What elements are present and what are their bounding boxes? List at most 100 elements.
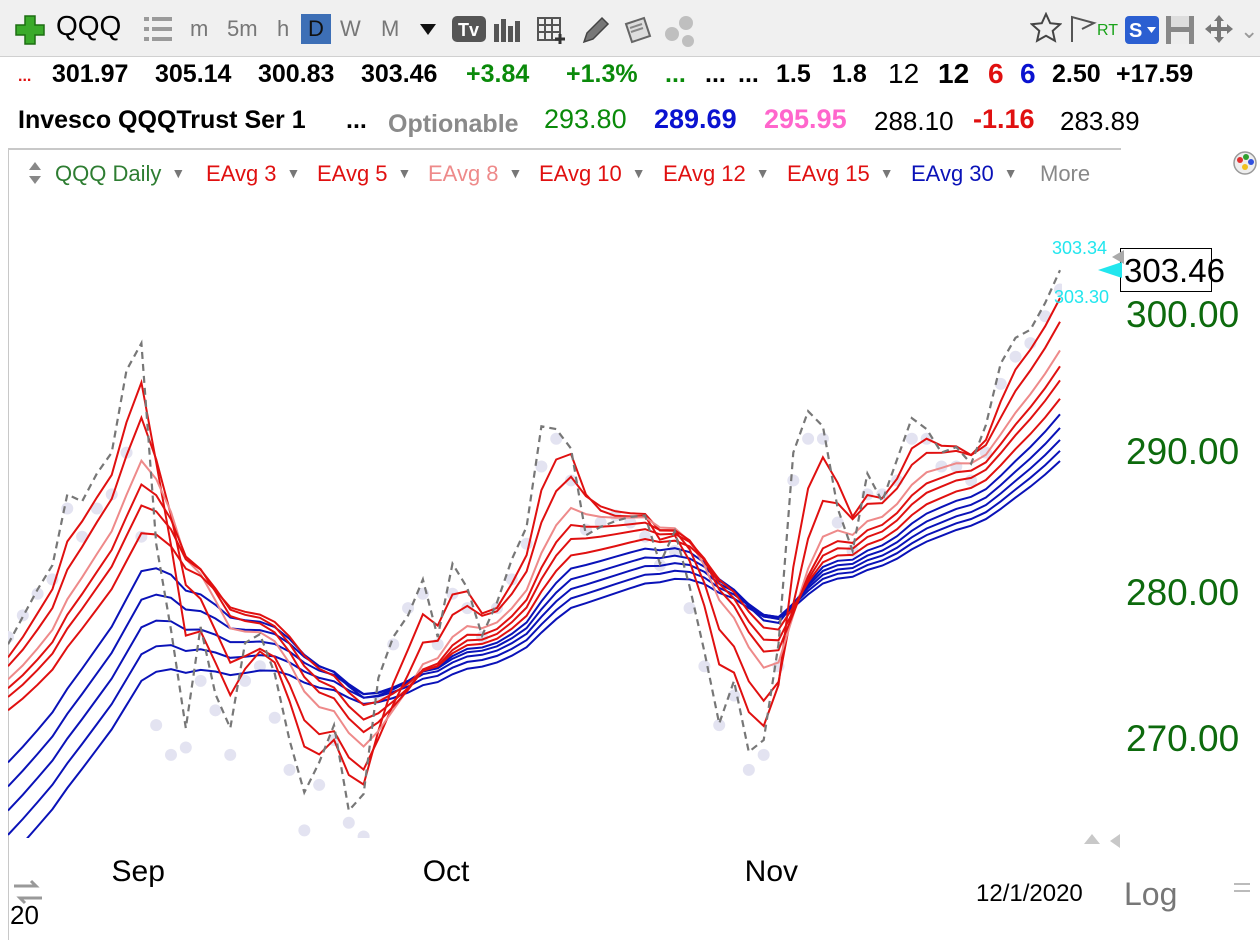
plus-icon[interactable] (14, 14, 46, 46)
symbol-input[interactable]: QQQ (56, 10, 122, 41)
legend-eavg-12[interactable]: EAvg 12 ▼ (663, 161, 770, 186)
y-tick-label: 290.00 (1126, 430, 1240, 472)
optionable-label: Optionable (388, 110, 519, 138)
volume-dot (209, 704, 222, 717)
notes-icon[interactable] (622, 14, 654, 46)
scroll-arrows-icon[interactable] (1084, 832, 1124, 850)
color-wheel-icon[interactable] (1232, 150, 1258, 176)
volume-dot (8, 631, 14, 644)
interval-m[interactable]: m (190, 16, 209, 41)
quote-value-4: 12 (938, 58, 970, 89)
compare-arrows-icon[interactable] (12, 878, 44, 906)
dropdown-icon[interactable] (420, 24, 436, 36)
legend-eavg-5[interactable]: EAvg 5 ▼ (317, 161, 412, 186)
star-icon[interactable] (1030, 12, 1062, 44)
s-icon[interactable]: S (1125, 16, 1159, 44)
volume-dot (994, 377, 1007, 390)
volume-dot (683, 602, 696, 615)
volume-dot (253, 660, 266, 673)
quote-value-8: +17.59 (1116, 60, 1194, 88)
quote-value-2: 1.8 (832, 60, 867, 88)
tv-icon[interactable]: Tv (452, 16, 486, 42)
interval-h[interactable]: h (277, 16, 290, 41)
volume-dot (787, 474, 800, 487)
legend-eavg-30[interactable]: EAvg 30 ▼ (911, 161, 1018, 186)
dots-icon[interactable] (664, 14, 704, 48)
volume-dot (164, 748, 177, 761)
interval-d[interactable]: D (301, 14, 331, 44)
updown-arrows-icon[interactable] (28, 162, 42, 184)
rt-label[interactable]: RT (1097, 22, 1119, 39)
svg-text:Tv: Tv (458, 20, 479, 40)
volume-dot (757, 748, 770, 761)
volume-dot (742, 763, 755, 776)
price-line-layer (8, 269, 1062, 814)
save-icon[interactable] (1164, 14, 1196, 46)
more-toolbar-icon[interactable]: ⌄ (1240, 18, 1259, 43)
volume-dot (550, 432, 563, 445)
volume-dot (802, 432, 815, 445)
volume-dot (387, 638, 400, 651)
volume-dot (905, 432, 918, 445)
legend-eavg-3[interactable]: EAvg 3 ▼ (206, 161, 301, 186)
legend-eavg-10[interactable]: EAvg 10 ▼ (539, 161, 646, 186)
move-icon[interactable] (1204, 14, 1234, 44)
x-tick-label: Nov (744, 855, 799, 888)
series-line-eavg-18 (8, 413, 1061, 764)
volume-dot (594, 516, 607, 529)
volume-dot (268, 711, 281, 724)
volume-dot (150, 719, 163, 732)
legend-eavg-8[interactable]: EAvg 8 ▼ (428, 161, 523, 186)
legend-eavg-15[interactable]: EAvg 15 ▼ (787, 161, 894, 186)
volume-dot (76, 530, 89, 543)
volume-dot (402, 602, 415, 615)
last-price-box (1120, 248, 1212, 292)
list-icon[interactable] (144, 16, 174, 42)
interval-m-monthly[interactable]: M (381, 16, 400, 41)
volume-dot (179, 741, 192, 754)
quote-value-5: 6 (988, 58, 1004, 89)
volume-dot (194, 674, 207, 687)
volume-dot (461, 602, 474, 615)
volume-dot (565, 474, 578, 487)
price-tag-2: 303.30 (1054, 287, 1110, 307)
grid-add-icon[interactable] (536, 14, 568, 46)
pencil-icon[interactable] (580, 14, 610, 46)
quote-dots-2: ... (705, 60, 726, 88)
bar-chart-icon[interactable] (493, 16, 523, 42)
volume-dot (298, 824, 311, 837)
log-toggle[interactable]: Log (1124, 876, 1178, 912)
change-percent: +1.3% (566, 60, 638, 88)
scroll-up-icon[interactable] (1112, 250, 1124, 264)
quote-value-6: 6 (1020, 58, 1036, 89)
last-price-marker-icon (1098, 262, 1122, 278)
red-ribbon-layer (8, 297, 1061, 787)
volume-dot (1009, 350, 1022, 363)
quote2-value-4: 288.10 (874, 106, 954, 136)
blue-ribbon-layer (8, 413, 1061, 838)
volume-dot (224, 748, 237, 761)
legend-more-button[interactable]: More (1040, 161, 1091, 186)
quote2-value-3: 295.95 (764, 104, 847, 134)
series-line-qqq-daily (8, 269, 1062, 814)
interval-5m[interactable]: 5m (227, 16, 258, 41)
interval-w[interactable]: W (340, 16, 361, 41)
volume-dot (831, 516, 844, 529)
y-tick-label: 280.00 (1126, 571, 1240, 613)
legend-main[interactable]: QQQ Daily ▼ (55, 161, 186, 186)
volume-dot (90, 502, 103, 515)
high-price: 305.14 (155, 60, 232, 88)
volume-dot (1054, 283, 1062, 296)
quote-dots-1: ... (665, 60, 686, 88)
volume-dots-layer (8, 283, 1062, 838)
series-line-eavg-30 (26, 460, 1061, 838)
series-line-eavg-15 (8, 398, 1061, 712)
prev-close: 301.97 (52, 60, 129, 88)
quote-value-7: 2.50 (1052, 60, 1101, 88)
axis-settings-icon[interactable] (1232, 882, 1252, 894)
y-tick-label: 270.00 (1126, 717, 1240, 759)
quote2-value-1: 293.80 (544, 104, 627, 134)
flag-icon[interactable] (1068, 14, 1098, 44)
